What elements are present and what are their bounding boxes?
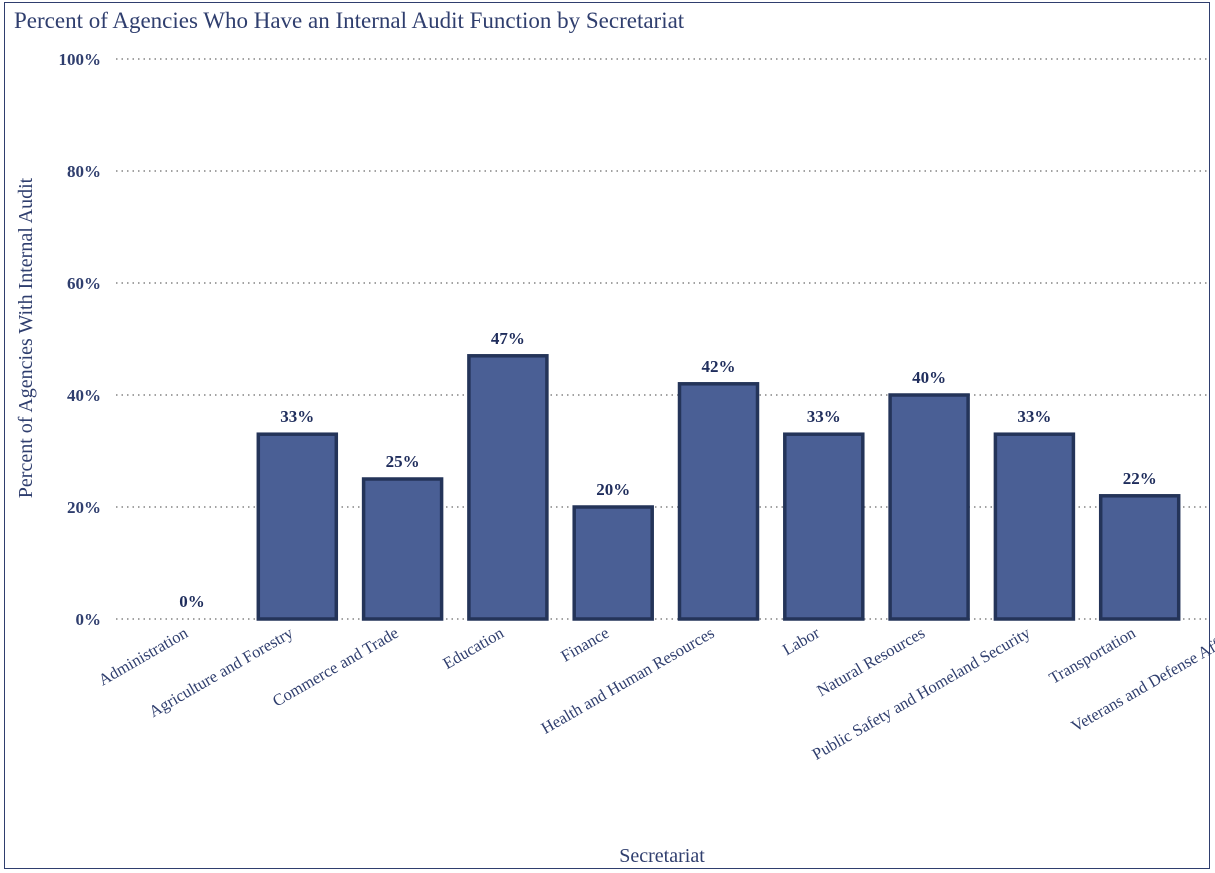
x-category-label: Health and Human Resources — [538, 623, 718, 738]
data-label: 33% — [807, 407, 841, 426]
y-tick-label: 100% — [59, 50, 102, 69]
bar — [993, 432, 1076, 621]
data-label: 42% — [702, 357, 736, 376]
data-labels: 0%33%25%47%20%42%33%40%33%22%0% — [179, 329, 1157, 611]
data-label: 33% — [280, 407, 314, 426]
y-tick-label: 20% — [67, 498, 101, 517]
x-category-label: Transportation — [1046, 623, 1139, 688]
data-label: 47% — [491, 329, 525, 348]
y-tick-label: 0% — [76, 610, 102, 629]
bar — [783, 432, 865, 621]
data-label: 22% — [1123, 469, 1157, 488]
data-label: 25% — [386, 452, 420, 471]
data-label: 40% — [912, 368, 946, 387]
bar — [256, 432, 339, 621]
bar — [1098, 494, 1181, 621]
x-category-label: Finance — [557, 623, 612, 666]
y-axis-ticks: 0% 20% 40% 60% 80% 100% — [59, 50, 102, 629]
y-tick-label: 60% — [67, 274, 101, 293]
x-category-label: Administration — [95, 623, 191, 689]
bar — [572, 505, 654, 621]
data-label: 20% — [596, 480, 630, 499]
bar — [888, 393, 970, 621]
bar — [467, 354, 549, 621]
y-tick-label: 40% — [67, 386, 101, 405]
x-category-label: Public Safety and Homeland Security — [809, 623, 1034, 764]
x-category-label: Education — [439, 623, 506, 673]
x-category-label: Veterans and Defense Affairs — [1068, 623, 1215, 736]
bars — [256, 354, 1181, 621]
y-tick-label: 80% — [67, 162, 101, 181]
chart-title: Percent of Agencies Who Have an Internal… — [14, 8, 685, 33]
data-label: 33% — [1017, 407, 1051, 426]
bar — [677, 382, 760, 621]
bar — [361, 477, 444, 621]
data-label: 0% — [179, 592, 205, 611]
y-axis-title: Percent of Agencies With Internal Audit — [15, 177, 37, 498]
x-category-label: Labor — [779, 623, 823, 659]
gridlines — [116, 58, 1208, 620]
x-axis-title: Secretariat — [619, 845, 705, 867]
